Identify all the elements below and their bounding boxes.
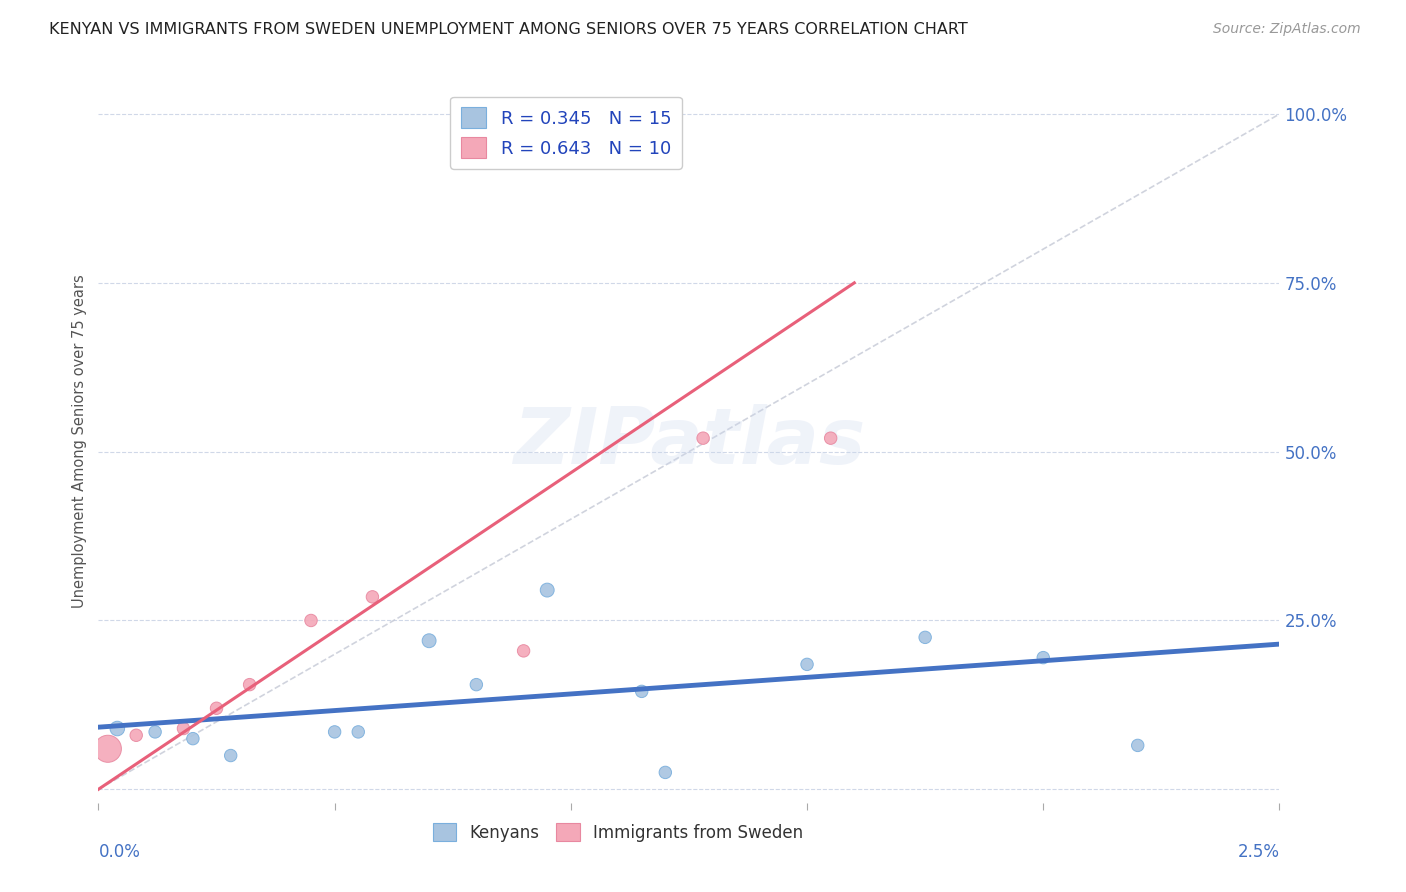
Point (914, 631, 936, 645)
Text: 0.0%: 0.0% (98, 843, 141, 861)
Point (97, 741, 120, 756)
Point (143, 725, 166, 739)
Point (205, 701, 228, 715)
Point (219, 748, 242, 763)
Text: Source: ZipAtlas.com: Source: ZipAtlas.com (1213, 22, 1361, 37)
Point (630, 684, 652, 698)
Point (299, 614, 322, 628)
Point (105, 722, 128, 736)
Point (347, 725, 370, 739)
Point (796, 657, 818, 672)
Point (820, 431, 842, 445)
Point (361, 590, 384, 604)
Point (654, 765, 676, 780)
Legend: Kenyans, Immigrants from Sweden: Kenyans, Immigrants from Sweden (426, 817, 810, 848)
Text: KENYAN VS IMMIGRANTS FROM SWEDEN UNEMPLOYMENT AMONG SENIORS OVER 75 YEARS CORREL: KENYAN VS IMMIGRANTS FROM SWEDEN UNEMPLO… (49, 22, 967, 37)
Point (172, 722, 194, 736)
Point (1126, 739, 1149, 753)
Text: 2.5%: 2.5% (1237, 843, 1279, 861)
Point (512, 644, 534, 658)
Point (536, 583, 558, 598)
Point (181, 731, 204, 746)
Point (1032, 650, 1054, 665)
Point (125, 728, 148, 742)
Y-axis label: Unemployment Among Seniors over 75 years: Unemployment Among Seniors over 75 years (72, 275, 87, 608)
Point (418, 633, 440, 648)
Point (239, 678, 262, 692)
Text: ZIPatlas: ZIPatlas (513, 403, 865, 480)
Point (465, 678, 488, 692)
Point (692, 431, 714, 445)
Point (323, 725, 346, 739)
